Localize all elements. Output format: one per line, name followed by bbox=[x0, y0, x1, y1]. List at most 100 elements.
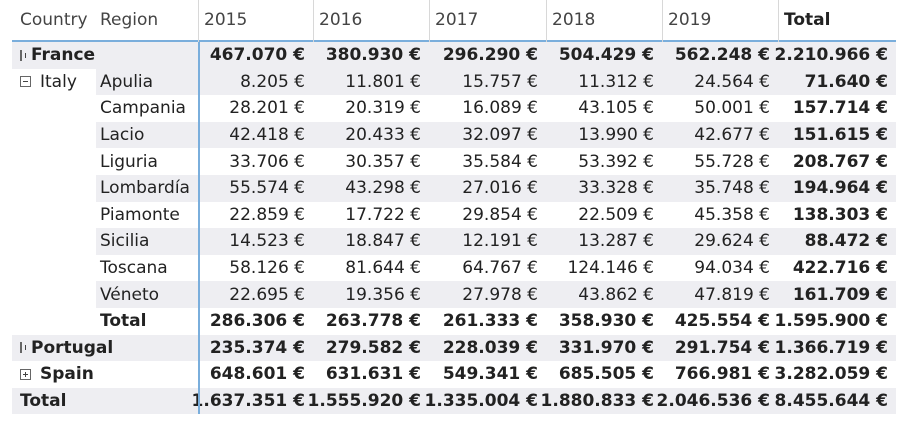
value-cell: 14.523 € bbox=[229, 231, 305, 252]
value-cell: 296.290 € bbox=[442, 45, 538, 66]
column-header-country[interactable]: Country bbox=[20, 10, 88, 30]
value-cell: 35.748 € bbox=[694, 178, 770, 199]
table-row-italy-4: Lombardía 55.574 € 43.298 € 27.016 € 33.328 … bbox=[12, 174, 896, 202]
value-cell: 2.046.536 € bbox=[656, 391, 770, 412]
matrix-table: Country Region 2015 2016 2017 2018 2019 … bbox=[12, 0, 896, 415]
column-header-total[interactable]: Total bbox=[784, 10, 831, 30]
column-header-2016[interactable]: 2016 bbox=[319, 10, 363, 30]
value-cell: 1.637.351 € bbox=[191, 391, 305, 412]
value-cell: 22.859 € bbox=[229, 204, 305, 225]
expand-icon[interactable] bbox=[20, 49, 26, 61]
value-cell: 279.582 € bbox=[325, 337, 421, 358]
expand-icon[interactable] bbox=[20, 368, 31, 380]
table-row-italy-0: Italy Apulia 8.205 € 11.801 € 15.757 € 11.312… bbox=[12, 68, 896, 96]
table-row-france: France 467.070 € 380.930 € 296.290 € 504.429… bbox=[12, 42, 896, 69]
value-cell: 55.574 € bbox=[229, 178, 305, 199]
table-row-italy-7: Toscana 58.126 € 81.644 € 64.767 € 124.146 €… bbox=[12, 255, 896, 282]
region-label: Lacio bbox=[100, 125, 145, 146]
value-cell: 380.930 € bbox=[325, 45, 421, 66]
value-cell: 29.854 € bbox=[462, 204, 538, 225]
value-cell: 766.981 € bbox=[674, 364, 770, 385]
country-label: France bbox=[31, 45, 96, 66]
country-cell: Portugal bbox=[12, 335, 113, 362]
row-total-cell: 138.303 € bbox=[792, 204, 888, 225]
country-label: Portugal bbox=[31, 337, 114, 358]
value-cell: 648.601 € bbox=[209, 364, 305, 385]
value-cell: 261.333 € bbox=[442, 311, 538, 332]
value-cell: 358.930 € bbox=[558, 311, 654, 332]
country-cell: France bbox=[12, 42, 96, 69]
row-total-cell: 208.767 € bbox=[792, 151, 888, 172]
value-cell: 235.374 € bbox=[209, 337, 305, 358]
table-row-italy-total: Total 286.306 € 263.778 € 261.333 € 358.930 … bbox=[12, 308, 896, 335]
table-row-italy-5: Piamonte 22.859 € 17.722 € 29.854 € 22.509 €… bbox=[12, 202, 896, 229]
value-cell: 291.754 € bbox=[674, 337, 770, 358]
grid-line bbox=[198, 0, 199, 42]
value-cell: 631.631 € bbox=[325, 364, 421, 385]
row-header-divider bbox=[198, 42, 200, 415]
grid-line bbox=[546, 0, 547, 42]
table-row-spain: Spain 648.601 € 631.631 € 549.341 € 685.505 … bbox=[12, 361, 896, 388]
column-header-2015[interactable]: 2015 bbox=[204, 10, 248, 30]
value-cell: 13.990 € bbox=[578, 125, 654, 146]
value-cell: 16.089 € bbox=[462, 98, 538, 119]
table-row-italy-6: Sicilia 14.523 € 18.847 € 12.191 € 13.287 € 2… bbox=[12, 228, 896, 255]
row-total-cell: 422.716 € bbox=[792, 258, 888, 279]
region-label: Apulia bbox=[100, 71, 154, 92]
value-cell: 20.319 € bbox=[345, 98, 421, 119]
row-total-cell: 157.714 € bbox=[792, 98, 888, 119]
value-cell: 33.328 € bbox=[578, 178, 654, 199]
column-header-2018[interactable]: 2018 bbox=[552, 10, 596, 30]
value-cell: 27.978 € bbox=[462, 284, 538, 305]
table-row-italy-1: Campania 28.201 € 20.319 € 16.089 € 43.105 €… bbox=[12, 95, 896, 122]
expand-icon[interactable] bbox=[20, 342, 26, 354]
row-total-cell: 194.964 € bbox=[792, 178, 888, 199]
value-cell: 12.191 € bbox=[462, 231, 538, 252]
value-cell: 15.757 € bbox=[462, 71, 538, 92]
table-row-italy-8: Véneto 22.695 € 19.356 € 27.978 € 43.862 € 47… bbox=[12, 281, 896, 308]
value-cell: 47.819 € bbox=[694, 284, 770, 305]
region-label: Piamonte bbox=[100, 204, 180, 225]
collapse-icon[interactable] bbox=[20, 76, 31, 88]
row-total-cell: 71.640 € bbox=[804, 71, 888, 92]
value-cell: 1.880.833 € bbox=[540, 391, 654, 412]
region-label: Total bbox=[100, 311, 147, 332]
value-cell: 19.356 € bbox=[345, 284, 421, 305]
value-cell: 17.722 € bbox=[345, 204, 421, 225]
value-cell: 425.554 € bbox=[674, 311, 770, 332]
value-cell: 33.706 € bbox=[229, 151, 305, 172]
value-cell: 32.097 € bbox=[462, 125, 538, 146]
value-cell: 228.039 € bbox=[442, 337, 538, 358]
value-cell: 24.564 € bbox=[694, 71, 770, 92]
row-total-cell: 151.615 € bbox=[792, 125, 888, 146]
column-header-region[interactable]: Region bbox=[100, 10, 159, 30]
row-total-cell: 161.709 € bbox=[792, 284, 888, 305]
value-cell: 20.433 € bbox=[345, 125, 421, 146]
value-cell: 124.146 € bbox=[567, 258, 654, 279]
row-total-cell: 1.595.900 € bbox=[774, 311, 888, 332]
column-header-2019[interactable]: 2019 bbox=[668, 10, 712, 30]
row-total-cell: 2.210.966 € bbox=[774, 45, 888, 66]
grid-line bbox=[778, 0, 779, 42]
value-cell: 27.016 € bbox=[462, 178, 538, 199]
value-cell: 43.105 € bbox=[578, 98, 654, 119]
region-label: Liguria bbox=[100, 151, 158, 172]
value-cell: 28.201 € bbox=[229, 98, 305, 119]
country-cell: Total bbox=[12, 388, 94, 415]
value-cell: 467.070 € bbox=[209, 45, 305, 66]
column-header-2017[interactable]: 2017 bbox=[435, 10, 479, 30]
region-label: Sicilia bbox=[100, 231, 150, 252]
value-cell: 286.306 € bbox=[209, 311, 305, 332]
row-total-cell: 88.472 € bbox=[804, 231, 888, 252]
value-cell: 35.584 € bbox=[462, 151, 538, 172]
value-cell: 13.287 € bbox=[578, 231, 654, 252]
value-cell: 1.335.004 € bbox=[424, 391, 538, 412]
country-cell: Spain bbox=[12, 361, 94, 388]
grid-line bbox=[429, 0, 430, 42]
value-cell: 55.728 € bbox=[694, 151, 770, 172]
region-label: Véneto bbox=[100, 284, 160, 305]
value-cell: 42.418 € bbox=[229, 125, 305, 146]
value-cell: 22.695 € bbox=[229, 284, 305, 305]
region-label: Campania bbox=[100, 98, 186, 119]
value-cell: 30.357 € bbox=[345, 151, 421, 172]
